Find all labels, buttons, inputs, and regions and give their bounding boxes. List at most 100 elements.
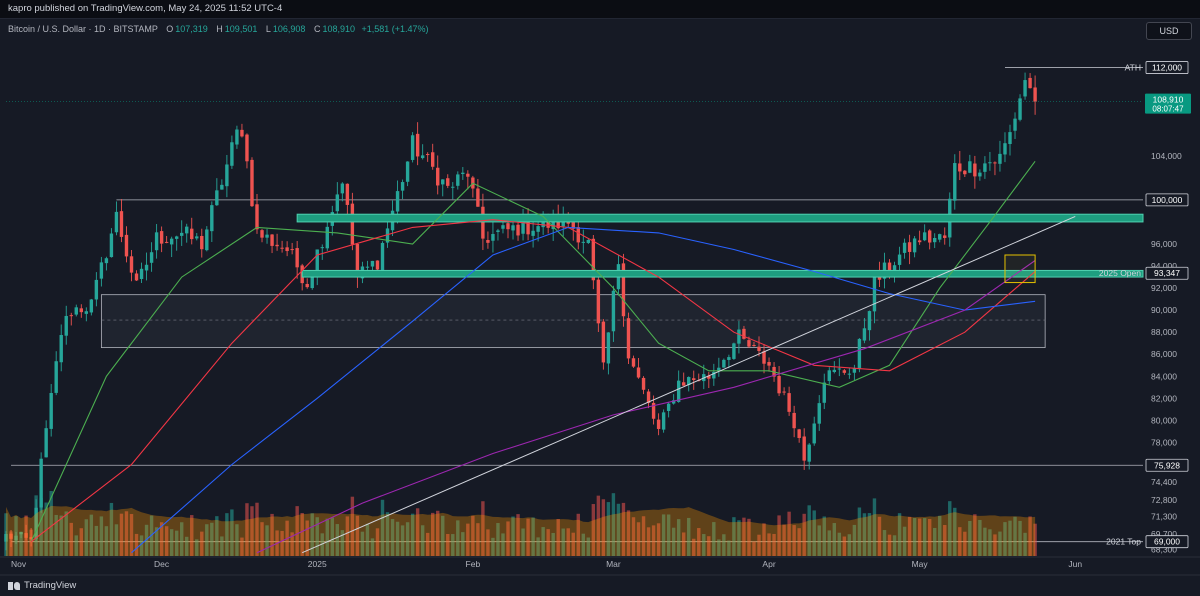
candle: [837, 368, 842, 370]
zone-band: [296, 213, 1144, 223]
candle: [571, 222, 575, 229]
candle: [290, 249, 294, 251]
candle: [852, 367, 857, 373]
candle: [124, 234, 129, 257]
tradingview-logo[interactable]: TradingView: [8, 580, 76, 591]
volume-bar: [847, 534, 852, 556]
candle: [365, 266, 370, 268]
candle: [641, 377, 646, 390]
candle: [235, 129, 239, 145]
volume-bar: [526, 518, 530, 556]
candle: [410, 135, 415, 160]
currency-button[interactable]: USD: [1146, 22, 1192, 40]
volume-bar: [385, 512, 390, 556]
candle: [190, 228, 194, 240]
volume-bar: [601, 499, 606, 556]
volume-bar: [300, 513, 304, 556]
candle: [656, 419, 661, 429]
volume-bar: [235, 524, 239, 556]
volume-bar: [862, 513, 867, 556]
top-bar: kapro published on TradingView.com, May …: [0, 0, 1200, 19]
volume-bar: [315, 517, 319, 556]
candle: [355, 244, 360, 277]
candle: [54, 361, 58, 393]
volume-bar: [325, 518, 329, 556]
candle: [762, 351, 766, 364]
candle: [79, 308, 83, 313]
volume-bar: [1033, 523, 1037, 556]
candle: [767, 362, 771, 366]
volume-bar: [812, 510, 816, 556]
candle: [74, 307, 78, 315]
candle: [325, 226, 329, 249]
candle: [425, 154, 430, 156]
low-value: 106,908: [272, 24, 306, 34]
volume-bar: [446, 533, 450, 556]
volume-bar: [471, 515, 475, 556]
volume-bar: [611, 493, 616, 556]
candle: [581, 241, 585, 243]
volume-bar: [205, 524, 209, 556]
volume-bar: [481, 501, 485, 556]
candle: [240, 129, 244, 137]
candle: [842, 370, 847, 373]
volume-bar: [521, 528, 525, 556]
volume-bar: [752, 541, 756, 556]
candle: [385, 228, 390, 243]
x-tick-label: May: [912, 559, 929, 569]
volume-bar: [692, 538, 696, 556]
price-tag-note: ATH: [1125, 63, 1141, 73]
candle: [139, 268, 144, 279]
candle: [727, 357, 731, 360]
volume-bar: [24, 515, 28, 556]
volume-bar: [420, 525, 425, 556]
y-tick-label: 90,000: [1151, 305, 1177, 315]
candle: [812, 423, 816, 444]
volume-bar: [19, 531, 23, 556]
candle: [596, 279, 601, 324]
volume-bar: [180, 522, 184, 556]
candle: [832, 369, 836, 373]
close-value: 108,910: [322, 24, 355, 34]
candle: [446, 178, 450, 186]
volume-bar: [375, 528, 380, 556]
volume-bar: [917, 518, 922, 556]
volume-bar: [857, 507, 862, 556]
candle: [516, 224, 520, 236]
volume-bar: [646, 527, 651, 556]
candle: [185, 226, 189, 234]
volume-bar: [164, 526, 169, 556]
price-tag-note: 2025 Open: [1099, 268, 1141, 278]
candle: [887, 262, 892, 272]
volume-bar: [1018, 520, 1022, 556]
price-tag-value: 75,928: [1154, 460, 1180, 470]
y-tick-label: 68,300: [1151, 544, 1177, 554]
volume-bar: [742, 517, 746, 556]
candle: [857, 338, 862, 370]
candle: [1028, 77, 1032, 89]
candle: [963, 170, 967, 175]
volume-bar: [927, 519, 932, 556]
volume-bar: [305, 520, 309, 556]
volume-bar: [682, 532, 686, 556]
candle: [375, 260, 380, 270]
candle: [1003, 143, 1007, 155]
candle: [456, 174, 460, 186]
candle: [692, 378, 696, 380]
candle: [671, 400, 676, 404]
candle: [44, 428, 48, 458]
candle: [757, 346, 761, 351]
volume-bar: [922, 518, 927, 556]
volume-bar: [832, 523, 836, 556]
candle: [902, 242, 907, 253]
volume-bar: [94, 525, 99, 556]
volume-bar: [190, 515, 194, 556]
volume-bar: [119, 513, 124, 556]
candle: [576, 227, 580, 243]
candle: [601, 321, 606, 363]
volume-bar: [1023, 532, 1027, 556]
volume-bar: [792, 525, 796, 556]
candle: [250, 159, 254, 207]
y-tick-label: 72,800: [1151, 495, 1177, 505]
